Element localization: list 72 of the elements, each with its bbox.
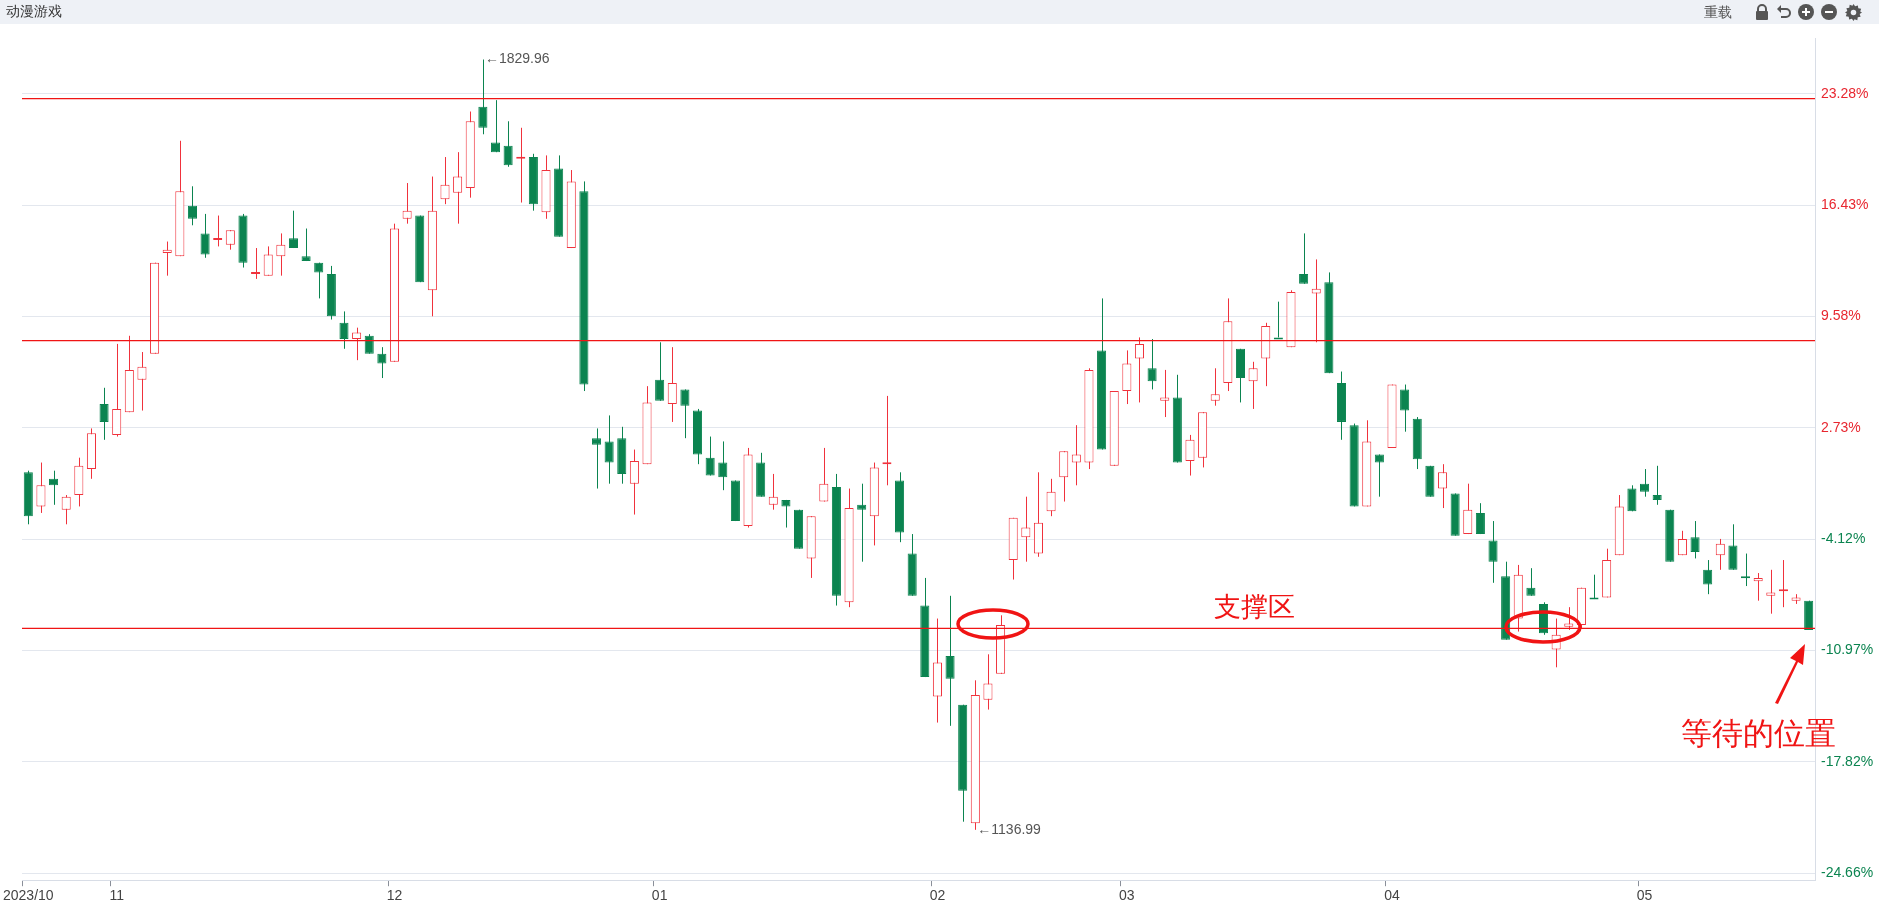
y-tick-label: -4.12% [1821, 530, 1866, 547]
x-tick-label: 04 [1384, 887, 1400, 904]
x-tick-label: 05 [1636, 887, 1653, 904]
candlestick [137, 351, 147, 412]
candlestick [1210, 367, 1220, 407]
y-tick-label: 16.43% [1821, 196, 1869, 213]
candlestick [1185, 434, 1195, 477]
candlestick [490, 99, 501, 153]
candlestick [339, 310, 349, 350]
candlestick [99, 387, 109, 441]
y-tick-label: 23.28% [1821, 84, 1869, 101]
candlestick [36, 462, 46, 514]
candlestick [276, 232, 286, 277]
candlestick [667, 346, 677, 423]
candlestick [478, 59, 488, 135]
candlestick [1147, 338, 1157, 390]
x-tick-label: 12 [386, 887, 403, 904]
candlestick [1488, 520, 1498, 584]
candlestick [1475, 502, 1485, 535]
candlestick [263, 245, 273, 277]
candlestick [200, 213, 210, 259]
candlestick [1639, 468, 1650, 498]
candlestick [768, 473, 778, 511]
candlestick [604, 414, 614, 485]
candlestick [705, 436, 715, 477]
chart-title: 动漫游戏 [6, 3, 62, 21]
candlestick [1400, 384, 1410, 433]
candlestick [1703, 559, 1713, 595]
annotation: ←1829.96 [484, 50, 550, 67]
candlestick [591, 427, 602, 490]
candlestick [402, 182, 412, 225]
candlestick [680, 388, 690, 439]
candlestick [1311, 258, 1321, 343]
candlestick [453, 151, 463, 225]
candlestick [1071, 424, 1081, 486]
candlestick [945, 595, 955, 727]
candlestick [655, 341, 665, 402]
y-tick-label: -24.66% [1821, 863, 1874, 880]
x-tick-label: 03 [1119, 887, 1135, 904]
candlestick [983, 653, 993, 711]
candlestick [1690, 520, 1700, 559]
candlestick [1463, 483, 1473, 535]
candlestick [819, 447, 829, 503]
candlestick [301, 228, 311, 262]
annotation: ←1136.99 [977, 820, 1042, 837]
y-tick-label: -10.97% [1821, 641, 1874, 658]
candlestick [1437, 463, 1448, 509]
x-tick-label: 02 [929, 887, 946, 904]
candlestick [1526, 567, 1536, 597]
y-tick-label: -17.82% [1821, 752, 1874, 769]
annotation: 等待的位置 [1680, 715, 1836, 751]
annotation: 支撑区 [1213, 591, 1295, 622]
candlestick [1059, 450, 1069, 503]
candlestick [1728, 523, 1738, 571]
candlestick [1046, 478, 1056, 517]
candlestick [718, 440, 728, 491]
candlestick [1299, 232, 1309, 285]
candlestick [1677, 530, 1687, 556]
candlestick [112, 343, 122, 438]
y-tick-label: 9.58% [1821, 307, 1861, 324]
x-tick-label: 2023/10 [3, 887, 54, 904]
candlestick [857, 483, 867, 563]
candlestick [1564, 606, 1574, 631]
candlestick [1652, 465, 1662, 506]
y-tick-label: 2.73% [1821, 418, 1861, 435]
text: 重载 [1704, 4, 1732, 20]
candlestick [629, 449, 639, 516]
x-tick-label: 11 [109, 887, 125, 904]
candlestick [503, 120, 513, 168]
candlestick [1627, 484, 1637, 512]
candlestick [1374, 453, 1384, 498]
x-tick-label: 01 [651, 887, 668, 904]
